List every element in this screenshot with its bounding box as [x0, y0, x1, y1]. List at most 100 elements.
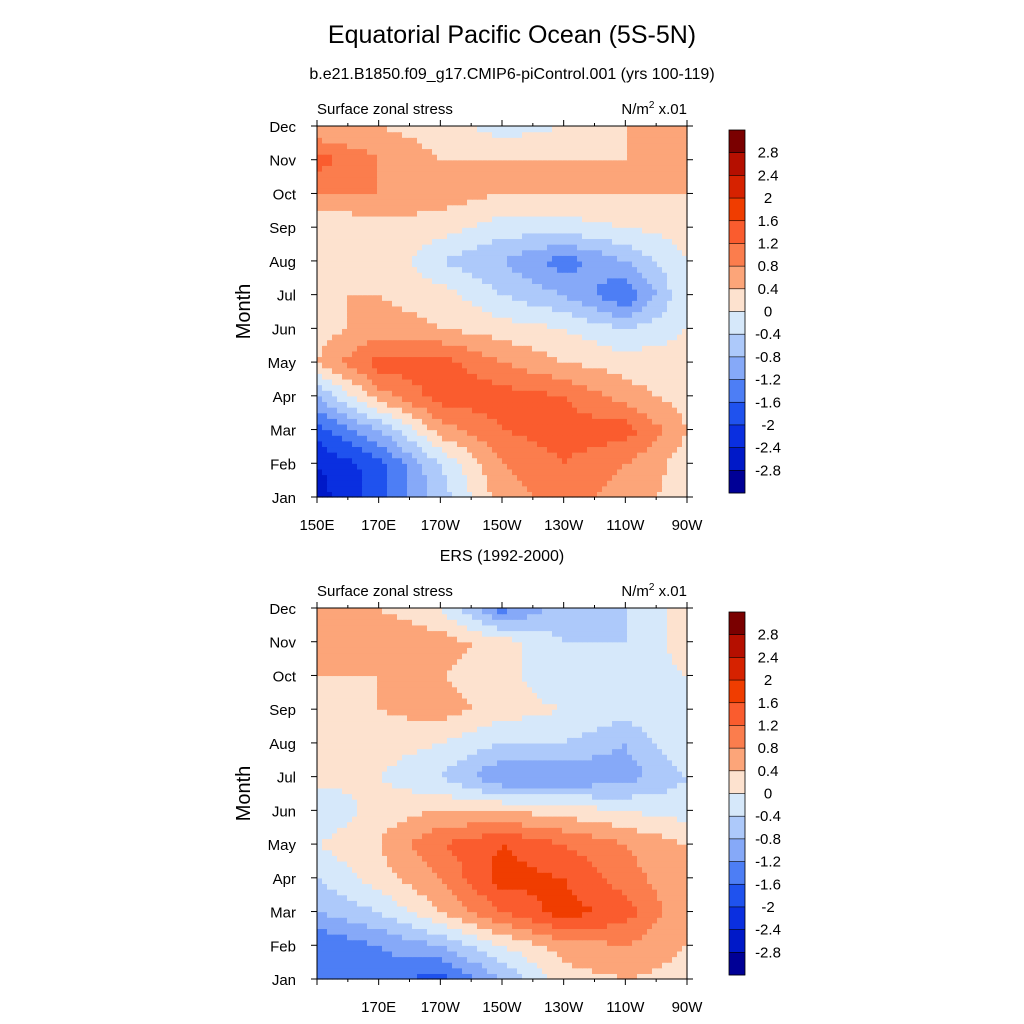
- contour-cell: [372, 485, 378, 492]
- contour-cell: [682, 187, 688, 195]
- contour-cell: [322, 187, 328, 195]
- contour-cell: [357, 401, 363, 408]
- contour-cell: [612, 137, 618, 144]
- contour-cell: [537, 429, 543, 436]
- contour-cell: [562, 317, 568, 324]
- contour-cell: [552, 131, 558, 138]
- contour-cell: [322, 126, 328, 133]
- contour-cell: [467, 289, 473, 296]
- contour-cell: [667, 227, 673, 234]
- contour-cell: [577, 440, 583, 448]
- contour-cell: [457, 277, 463, 284]
- contour-cell: [422, 165, 428, 172]
- contour-cell: [417, 176, 423, 183]
- contour-cell: [672, 210, 678, 217]
- contour-cell: [682, 199, 688, 206]
- contour-cell: [602, 187, 608, 195]
- contour-cell: [327, 294, 333, 301]
- contour-cell: [387, 480, 393, 487]
- contour-cell: [552, 249, 558, 256]
- contour-cell: [362, 283, 368, 290]
- contour-cell: [657, 485, 663, 492]
- contour-cell: [377, 255, 383, 262]
- contour-cell: [397, 283, 403, 290]
- contour-cell: [542, 255, 548, 262]
- contour-cell: [507, 440, 513, 448]
- contour-cell: [597, 255, 603, 262]
- contour-cell: [402, 401, 408, 408]
- contour-cell: [457, 373, 463, 380]
- contour-cell: [547, 137, 553, 144]
- contour-cell: [497, 221, 503, 228]
- contour-cell: [667, 339, 673, 346]
- contour-cell: [577, 305, 583, 313]
- contour-cell: [587, 407, 593, 414]
- contour-cell: [372, 333, 378, 341]
- contour-cell: [432, 350, 438, 358]
- contour-cell: [392, 435, 398, 442]
- contour-cell: [382, 142, 388, 150]
- contour-cell: [487, 289, 493, 296]
- contour-cell: [387, 429, 393, 436]
- contour-cell: [522, 333, 528, 341]
- contour-cell: [672, 395, 678, 403]
- contour-cell: [387, 305, 393, 313]
- contour-cell: [637, 356, 643, 363]
- contour-cell: [322, 339, 328, 346]
- contour-cell: [392, 142, 398, 150]
- contour-cell: [332, 283, 338, 290]
- contour-cell: [442, 373, 448, 380]
- contour-cell: [582, 289, 588, 296]
- contour-cell: [602, 407, 608, 414]
- contour-cell: [362, 266, 368, 273]
- contour-cell: [452, 418, 458, 425]
- contour-cell: [602, 176, 608, 183]
- contour-cell: [402, 238, 408, 245]
- contour-cell: [462, 289, 468, 296]
- contour-cell: [497, 384, 503, 391]
- contour-cell: [377, 356, 383, 363]
- contour-cell: [517, 187, 523, 195]
- contour-cell: [577, 350, 583, 358]
- contour-cell: [642, 232, 648, 240]
- contour-cell: [432, 221, 438, 228]
- contour-cell: [417, 395, 423, 403]
- contour-cell: [582, 170, 588, 178]
- contour-cell: [627, 255, 633, 262]
- contour-cell: [592, 395, 598, 403]
- contour-cell: [542, 131, 548, 138]
- contour-cell: [332, 378, 338, 386]
- contour-cell: [532, 412, 538, 419]
- contour-cell: [647, 148, 653, 155]
- contour-cell: [637, 187, 643, 195]
- contour-cell: [442, 401, 448, 408]
- contour-cell: [682, 277, 688, 284]
- contour-cell: [507, 142, 513, 150]
- contour-cell: [377, 474, 383, 481]
- contour-cell: [647, 339, 653, 346]
- contour-cell: [462, 418, 468, 425]
- contour-cell: [417, 317, 423, 324]
- contour-cell: [327, 170, 333, 178]
- contour-cell: [442, 204, 448, 211]
- contour-cell: [452, 204, 458, 211]
- contour-cell: [647, 289, 653, 296]
- contour-cell: [447, 137, 453, 144]
- contour-cell: [587, 260, 593, 268]
- contour-cell: [587, 199, 593, 206]
- contour-cell: [402, 294, 408, 301]
- contour-cell: [462, 378, 468, 386]
- contour-cell: [532, 317, 538, 324]
- contour-cell: [567, 384, 573, 391]
- contour-cell: [477, 407, 483, 414]
- contour-cell: [537, 283, 543, 290]
- contour-cell: [357, 317, 363, 324]
- contour-cell: [522, 176, 528, 183]
- contour-cell: [577, 395, 583, 403]
- contour-cell: [352, 238, 358, 245]
- contour-cell: [547, 199, 553, 206]
- contour-cell: [512, 468, 518, 476]
- contour-cell: [577, 384, 583, 391]
- contour-cell: [552, 311, 558, 318]
- contour-cell: [397, 244, 403, 251]
